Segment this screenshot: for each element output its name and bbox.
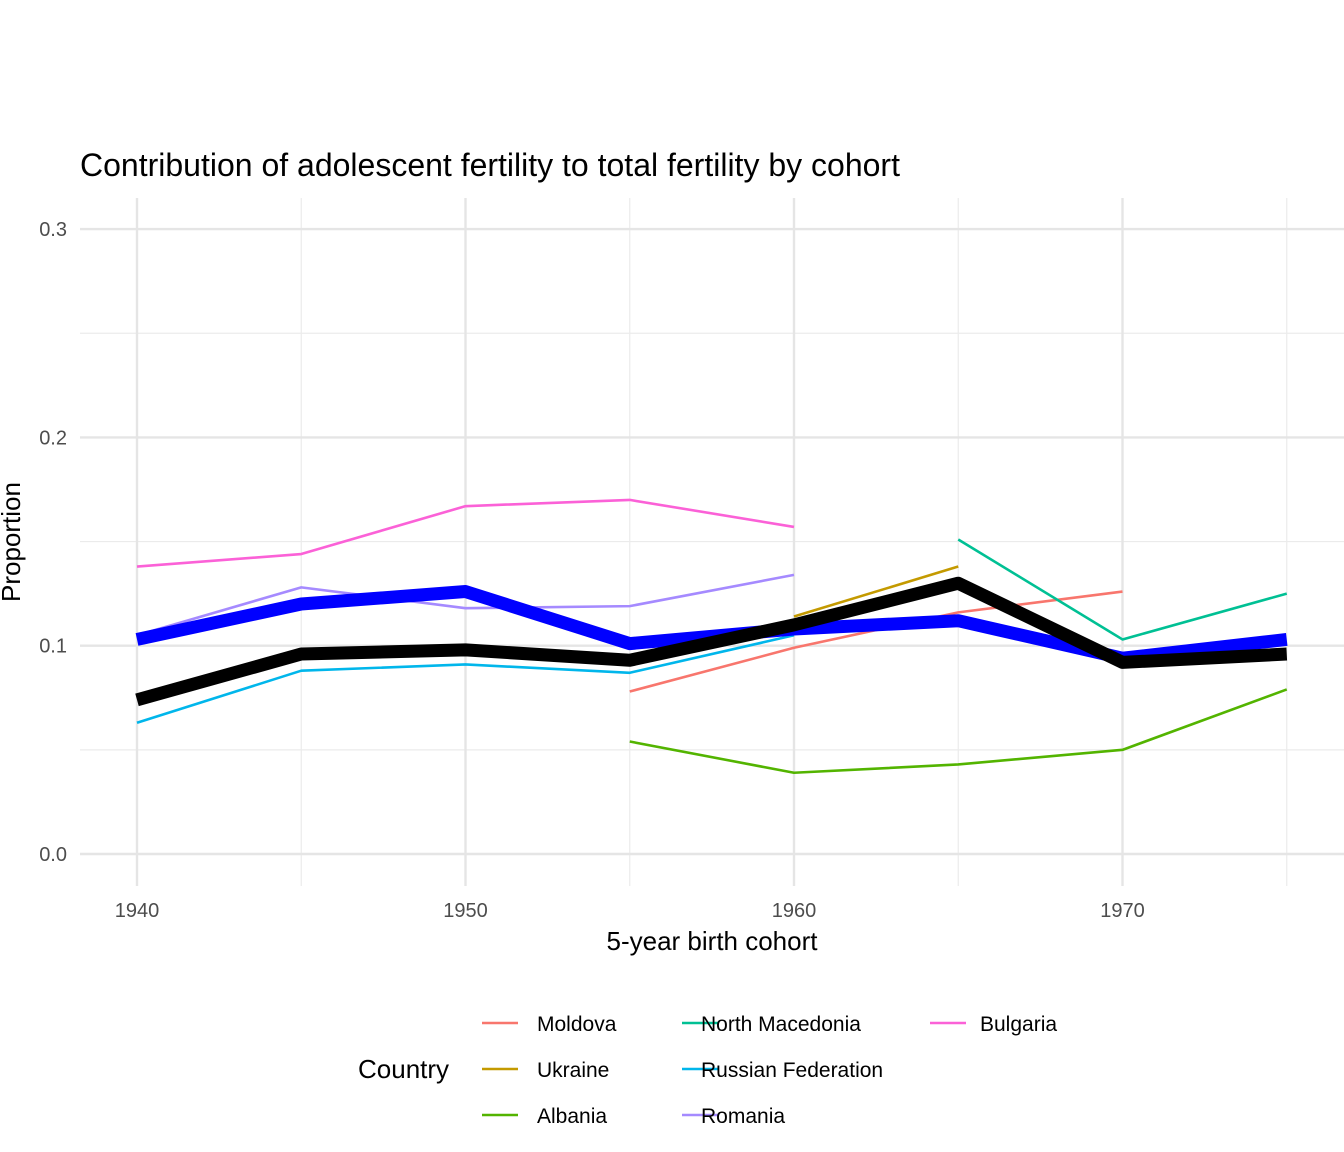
y-tick-label: 0.0 [39,844,67,866]
x-tick-label: 1960 [772,900,817,922]
series-line-albania [629,688,1288,775]
series-line-ukraine [793,565,959,618]
axis-labels: 0.0 0.1 0.2 0.3 1940 1950 1960 1970 [39,219,1145,922]
series-line-black-average [135,576,1288,707]
legend: Moldova Ukraine Albania North Macedonia Russ… [482,1013,1057,1128]
series-lines [135,498,1288,775]
chart-title: Contribution of adolescent fertility to … [80,147,900,183]
legend-label: Romania [701,1105,785,1128]
x-tick-label: 1940 [115,900,160,922]
series-line-romania [136,573,795,637]
legend-title: Country [358,1054,449,1084]
y-tick-label: 0.2 [39,427,67,449]
y-tick-label: 0.3 [39,219,67,241]
grid [80,198,1344,886]
series-line-north-macedonia [957,538,1288,641]
series-line-russian-federation [136,634,795,725]
x-tick-label: 1950 [443,900,488,922]
y-tick-label: 0.1 [39,636,67,658]
series-line-bulgaria [136,498,795,568]
legend-label: North Macedonia [701,1013,861,1036]
legend-label: Russian Federation [701,1059,883,1082]
y-axis-title: Proportion [0,482,26,602]
legend-label: Ukraine [537,1059,609,1082]
legend-label: Bulgaria [980,1013,1057,1036]
legend-label: Albania [537,1105,607,1128]
x-axis-title: 5-year birth cohort [607,926,819,956]
x-tick-label: 1970 [1100,900,1145,922]
legend-label: Moldova [537,1013,617,1036]
